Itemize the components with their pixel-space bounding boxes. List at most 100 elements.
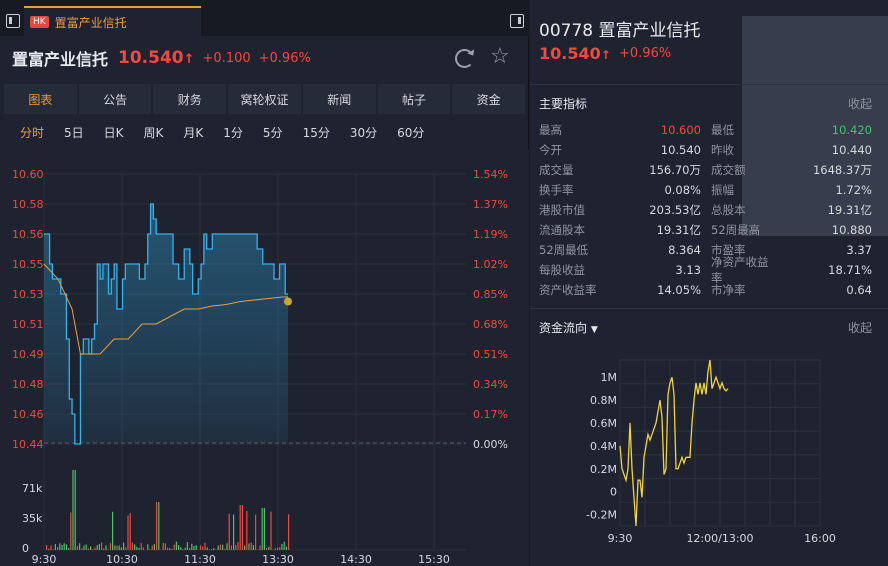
metric-value: 10.420 [831,123,872,137]
volume-bar [105,545,107,550]
pct-tick-label: 1.37% [473,198,508,211]
volume-bar [65,544,67,550]
nav-tab-0[interactable]: 图表 [4,84,77,114]
metric-label: 总股本 [711,203,746,217]
volume-bar [217,545,219,550]
period-3[interactable]: 周K [143,126,164,140]
volume-bar [123,542,125,550]
metric-label: 港股市值 [539,203,585,217]
stock-name: 置富产业信托 [12,50,109,69]
flow-title[interactable]: 资金流向 ▼ [539,321,598,335]
period-4[interactable]: 月K [183,126,204,140]
tab-bar: HK 置富产业信托 [0,0,529,36]
collapse-left-panel-icon[interactable] [6,14,20,28]
volume-bar [48,548,50,550]
volume-bar [74,470,76,550]
volume-bar [222,544,224,550]
volume-bar [200,545,202,550]
metric-label: 净资产收益率 [711,255,769,285]
metric-value: 10.880 [831,223,872,237]
volume-bar [208,549,210,550]
volume-bar [202,546,204,550]
metric-value: 1.72% [835,183,872,197]
volume-bar [63,543,65,550]
favorite-star-icon[interactable]: ☆ [490,44,510,69]
price-tick-label: 10.49 [12,348,44,361]
nav-tab-5[interactable]: 帖子 [377,84,451,114]
period-8[interactable]: 30分 [349,126,378,140]
metric-label: 52周最高 [711,223,761,237]
metric-label: 成交额 [711,163,746,177]
volume-bar [191,543,193,550]
metric-value: 8.364 [668,243,701,257]
pct-tick-label: 0.34% [473,378,508,391]
metric-label: 昨收 [711,143,734,157]
volume-bar [255,514,257,550]
metric-value: 3.13 [675,263,701,277]
volume-bar [259,545,261,550]
time-tick-label: 10:30 [106,553,138,566]
metric-value: 10.440 [831,143,872,157]
volume-bar [101,542,103,550]
metric-label: 流通股本 [539,223,585,237]
metric-label: 每股收益 [539,263,585,277]
volume-bar [76,545,78,550]
selection-overlay [742,16,888,236]
tab-stock[interactable]: HK 置富产业信托 [24,6,201,36]
metric-label: 市盈率 [711,243,746,257]
metrics-grid: 最高 10.600 最低 10.420 今开 10.540 昨收 10.440 成交量 156.7… [539,120,872,300]
flow-x-tick: 12:00/13:00 [686,532,753,545]
period-5[interactable]: 1分 [223,126,243,140]
nav-tab-2[interactable]: 财务 [153,84,227,114]
period-0[interactable]: 分时 [20,126,45,140]
pct-tick-label: 0.51% [473,348,508,361]
nav-tab-4[interactable]: 新闻 [302,84,376,114]
chevron-down-icon: ▼ [590,325,598,335]
metric-label: 振幅 [711,183,734,197]
period-1[interactable]: 5日 [64,126,84,140]
intraday-chart[interactable]: 10.60 10.58 10.56 10.55 10.53 10.51 10.49 10.48… [0,150,529,566]
flow-y-tick: 0.4M [590,440,617,453]
detail-change-pct: +0.96% [619,46,672,61]
metric-row: 每股收益 3.13 净资产收益率 18.71% [539,255,872,285]
pct-tick-label: 1.02% [473,258,508,271]
flow-x-tick: 16:00 [804,532,836,545]
volume-bar [158,502,160,550]
volume-bar [72,470,74,550]
volume-bar [270,511,272,550]
metric-row: 流通股本 19.31亿 52周最高 10.880 [539,220,872,240]
nav-tab-6[interactable]: 资金 [452,84,526,114]
volume-bar [147,544,149,550]
detail-price: 10.540↑ [539,44,611,63]
metric-row: 成交量 156.70万 成交额 1648.37万 [539,160,872,180]
volume-bar [94,547,96,550]
nav-tab-3[interactable]: 窝轮权证 [228,84,301,114]
volume-bar [114,545,116,550]
period-9[interactable]: 60分 [397,126,425,140]
pct-tick-label: 0.68% [473,318,508,331]
period-7[interactable]: 15分 [302,126,330,140]
volume-bar [235,545,237,550]
volume-bar [129,512,131,550]
metric-label: 市净率 [711,283,746,297]
volume-bar [96,545,98,550]
detail-title: 00778 置富产业信托 [539,21,701,41]
volume-bar [54,544,56,550]
quote-header: 置富产业信托 10.540↑ +0.100 +0.96% ☆ [0,36,529,80]
volume-bar [173,544,175,550]
period-6[interactable]: 5分 [262,126,283,140]
collapse-right-panel-icon[interactable] [510,14,524,28]
refresh-icon[interactable] [455,49,474,68]
volume-bar [268,546,270,550]
pct-tick-label: 0.00% [473,438,508,451]
volume-bar [125,547,127,550]
period-2[interactable]: 日K [103,126,124,140]
flow-collapse-button[interactable]: 收起 [847,321,872,335]
volume-bar [266,547,268,550]
volume-bar [252,544,254,550]
volume-bar [167,547,169,550]
volume-bar [151,545,153,550]
metrics-collapse-button[interactable]: 收起 [847,97,872,111]
nav-tab-1[interactable]: 公告 [78,84,152,114]
volume-bar [175,541,177,550]
